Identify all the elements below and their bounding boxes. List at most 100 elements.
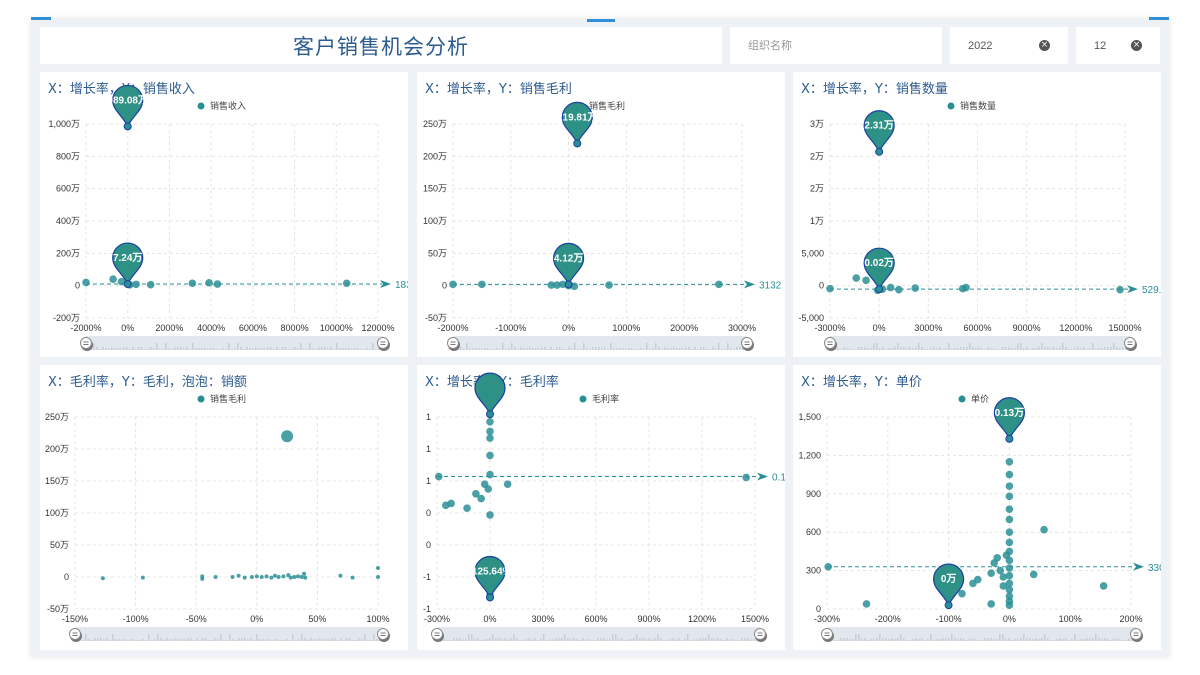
data-point[interactable] (715, 280, 723, 289)
data-point[interactable] (484, 485, 493, 493)
legend-label[interactable]: 销售毛利 (210, 393, 246, 404)
data-point[interactable] (82, 278, 90, 287)
data-point[interactable] (1005, 547, 1014, 556)
data-point[interactable] (472, 490, 480, 498)
data-point[interactable] (973, 575, 982, 584)
data-point[interactable] (140, 575, 145, 580)
data-point[interactable] (292, 575, 297, 579)
zoom-handle-right[interactable] (377, 628, 391, 643)
data-point[interactable] (299, 575, 304, 579)
data-point[interactable] (302, 571, 307, 576)
data-marker-pin[interactable]: 989.08万 (107, 84, 148, 131)
zoom-handle-left[interactable] (80, 337, 94, 352)
legend-swatch[interactable] (197, 102, 205, 110)
data-point[interactable] (286, 573, 291, 578)
data-point[interactable] (100, 576, 105, 581)
zoom-slider-track[interactable] (86, 336, 383, 350)
data-point[interactable] (999, 582, 1008, 590)
data-point[interactable] (1005, 528, 1014, 536)
data-point[interactable] (1040, 525, 1048, 534)
org-filter[interactable] (730, 27, 942, 64)
data-point[interactable] (1029, 570, 1038, 579)
legend-label[interactable]: 销售收入 (210, 100, 246, 111)
data-marker-pin[interactable]: 0.13万 (993, 397, 1026, 443)
data-point[interactable] (1005, 515, 1014, 524)
data-point[interactable] (342, 279, 351, 288)
zoom-slider-track[interactable] (830, 336, 1130, 350)
legend-swatch[interactable] (958, 395, 966, 403)
legend-swatch[interactable] (947, 102, 955, 110)
data-point[interactable] (987, 600, 995, 608)
data-point[interactable] (605, 281, 613, 289)
data-point[interactable] (862, 600, 871, 608)
data-point[interactable] (852, 274, 861, 282)
data-point[interactable] (303, 575, 308, 580)
data-point[interactable] (886, 283, 895, 292)
data-point[interactable] (999, 573, 1008, 581)
zoom-handle-right[interactable] (754, 628, 768, 643)
month-select[interactable] (1094, 39, 1125, 52)
clear-icon[interactable]: × (1039, 40, 1050, 51)
data-point[interactable] (824, 562, 833, 571)
data-point[interactable] (958, 589, 966, 598)
data-point[interactable] (987, 569, 995, 577)
scatter-chart-gross-profit[interactable]: -50万 0 50万 100万 150万 200万 250万 -2000% -1000% 0% 10… (417, 72, 785, 357)
data-point[interactable] (547, 281, 556, 289)
data-point[interactable] (1005, 556, 1014, 565)
data-point[interactable] (338, 573, 343, 578)
zoom-handle-right[interactable] (741, 337, 755, 352)
data-point[interactable] (1099, 582, 1108, 590)
data-point[interactable] (553, 281, 561, 289)
data-point[interactable] (1005, 492, 1014, 501)
data-point[interactable] (862, 276, 870, 285)
data-point[interactable] (242, 575, 247, 580)
zoom-handle-left[interactable] (447, 337, 461, 352)
data-point[interactable] (911, 284, 920, 292)
data-marker-pin[interactable]: 219.81万 (557, 101, 598, 148)
data-point[interactable] (230, 575, 235, 579)
data-point[interactable] (236, 573, 241, 578)
data-point[interactable] (205, 278, 213, 287)
clear-icon[interactable]: × (1131, 40, 1142, 51)
legend-label[interactable]: 销售数量 (960, 100, 996, 111)
data-point[interactable] (254, 574, 259, 579)
data-point[interactable] (1005, 505, 1014, 513)
data-point[interactable] (276, 575, 281, 579)
data-point[interactable] (281, 430, 294, 443)
legend-label[interactable]: 销售毛利 (589, 100, 625, 111)
scatter-chart-quantity[interactable]: -5,000 0 5,000 1万 2万 2万 3万 -3000% 0% 3000% 6000% 90… (793, 72, 1161, 357)
data-marker-pin[interactable]: 7.24万 (112, 242, 144, 289)
data-point[interactable] (249, 575, 254, 579)
data-point[interactable] (109, 275, 117, 283)
data-point[interactable] (269, 575, 274, 580)
data-point[interactable] (895, 285, 903, 294)
month-filter[interactable]: × (1076, 27, 1160, 64)
data-point[interactable] (486, 511, 494, 519)
data-point[interactable] (1116, 285, 1124, 294)
zoom-slider-track[interactable] (453, 336, 747, 350)
scatter-chart-unit-price[interactable]: 0 300 600 900 1,200 1,500 -300% -200% -100% 0% 100… (793, 365, 1161, 650)
data-point[interactable] (272, 573, 277, 578)
data-point[interactable] (486, 427, 494, 436)
data-point[interactable] (996, 566, 1005, 575)
data-marker-pin[interactable]: -125.64% (469, 555, 512, 602)
zoom-handle-left[interactable] (824, 337, 838, 352)
data-marker-pin[interactable] (474, 372, 506, 419)
data-point[interactable] (213, 280, 222, 288)
bubble-chart-margin[interactable]: -50万 0 50万 100万 150万 200万 250万 -150% -100% -50% 0%… (40, 365, 408, 650)
data-point[interactable] (993, 554, 1002, 562)
data-point[interactable] (486, 451, 494, 460)
data-point[interactable] (478, 280, 486, 289)
data-point[interactable] (117, 277, 126, 286)
data-point[interactable] (503, 480, 512, 488)
data-point[interactable] (1005, 470, 1014, 479)
data-point[interactable] (477, 494, 485, 503)
data-point[interactable] (463, 504, 471, 512)
zoom-slider-track[interactable] (437, 627, 760, 641)
data-point[interactable] (281, 574, 286, 579)
zoom-handle-right[interactable] (377, 337, 391, 352)
data-point[interactable] (264, 574, 269, 579)
data-marker-pin[interactable]: 0.02万 (863, 247, 895, 294)
data-marker-pin[interactable]: 0万 (932, 563, 965, 610)
data-point[interactable] (1005, 482, 1014, 490)
